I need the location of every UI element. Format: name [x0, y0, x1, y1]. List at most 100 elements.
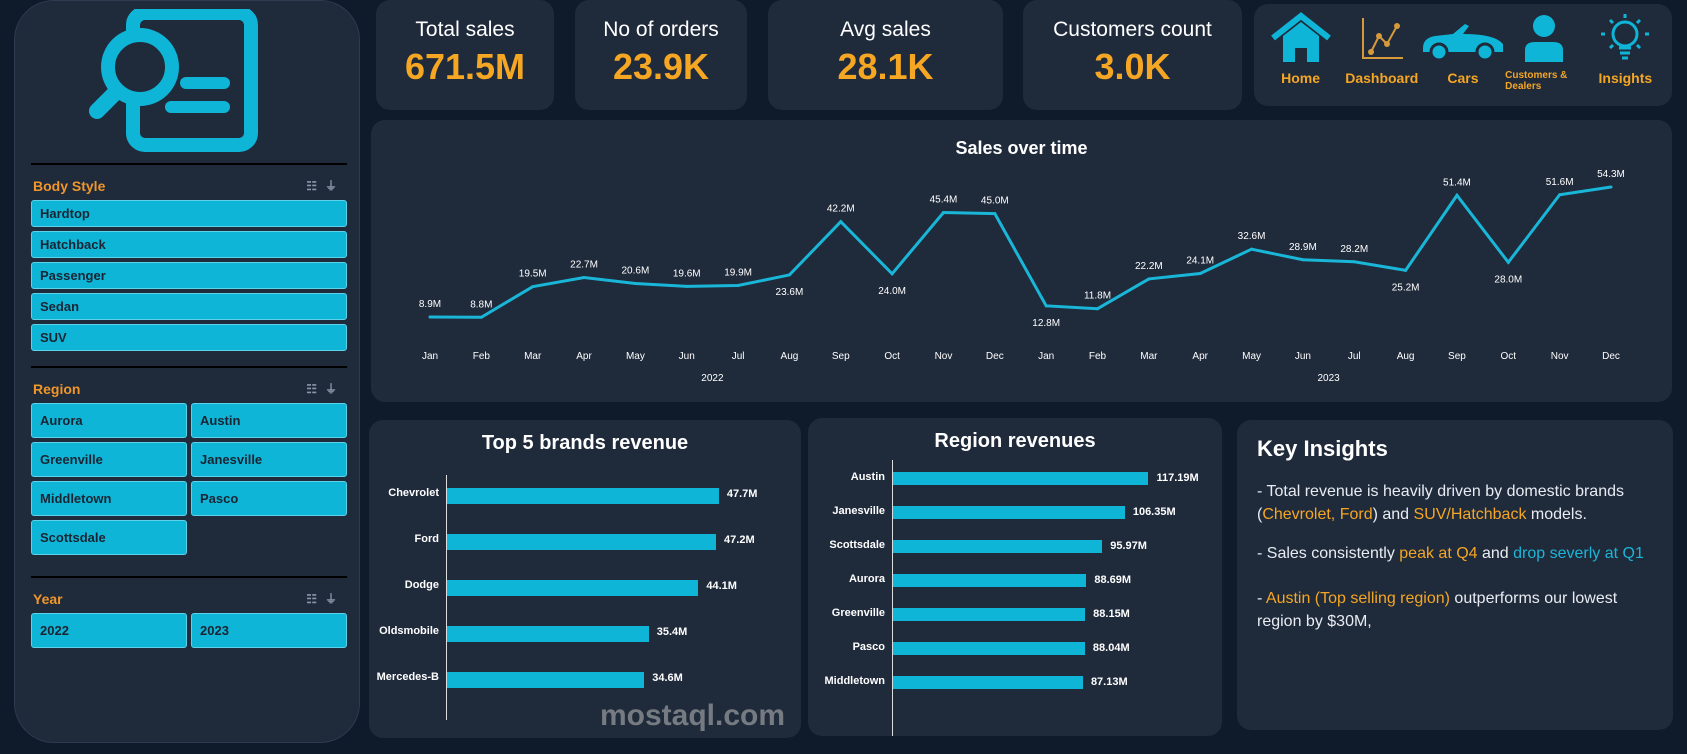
data-label: 8.8M — [470, 299, 492, 310]
x-tick-label: Jul — [1348, 351, 1361, 362]
data-label: 22.7M — [570, 260, 598, 271]
insight-1: - Total revenue is heavily driven by dom… — [1257, 483, 1624, 523]
x-tick-label: Aug — [1397, 351, 1415, 362]
filter-sidebar: Body Style ☷⏚ Hardtop Hatchback Passenger Se… — [14, 0, 360, 743]
filter-chip-scottsdale[interactable]: Scottsdale — [31, 520, 187, 555]
bar[interactable] — [447, 580, 699, 596]
x-tick-label: Feb — [473, 351, 491, 362]
bar-value-label: 35.4M — [656, 626, 688, 638]
data-label: 24.0M — [878, 286, 906, 297]
x-tick-label: Oct — [1501, 351, 1517, 362]
bar[interactable] — [447, 626, 649, 642]
x-tick-label: Mar — [524, 351, 542, 362]
bar[interactable] — [893, 540, 1103, 553]
nav-cars[interactable]: Cars — [1422, 12, 1503, 98]
data-label: 23.6M — [776, 287, 804, 298]
bar-value-label: 34.6M — [652, 672, 683, 684]
bar[interactable] — [893, 506, 1125, 519]
insights-title: Key Insights — [1257, 436, 1388, 461]
bar-value-label: 47.7M — [726, 488, 758, 500]
bar-value-label: 47.2M — [724, 534, 755, 546]
filter-chip-hardtop[interactable]: Hardtop — [31, 200, 347, 227]
x-tick-label: Nov — [935, 351, 953, 362]
region-revenues-chart: Region revenues Austin 117.19M Janesville 1… — [808, 418, 1222, 736]
data-point — [1301, 258, 1305, 262]
nav-label: Dashboard — [1345, 70, 1419, 86]
clear-filter-icon[interactable]: ⏚ — [324, 592, 345, 606]
kpi-label: Customers count — [1053, 18, 1212, 41]
bar-category-label: Mercedes-B — [376, 671, 439, 683]
data-label: 28.0M — [1494, 274, 1522, 285]
filter-chip-2023[interactable]: 2023 — [191, 613, 347, 648]
data-point — [890, 272, 894, 276]
slicer-title: Region — [33, 380, 81, 397]
bar[interactable] — [893, 676, 1083, 689]
key-insights-panel: Key Insights - Total revenue is heavily … — [1237, 420, 1673, 730]
bar[interactable] — [447, 488, 719, 504]
kpi-value: 3.0K — [1094, 46, 1171, 87]
nav-dashboard[interactable]: Dashboard — [1343, 12, 1421, 98]
filter-chip-suv[interactable]: SUV — [31, 324, 347, 351]
data-point — [1044, 304, 1048, 308]
filter-chip-hatchback[interactable]: Hatchback — [31, 231, 347, 258]
nav-label: Cars — [1447, 70, 1479, 86]
data-point — [1352, 260, 1356, 264]
bar[interactable] — [893, 574, 1087, 587]
nav-customers-dealers[interactable]: Customers & Dealers — [1505, 12, 1583, 98]
filter-chip-2022[interactable]: 2022 — [31, 613, 187, 648]
data-point — [941, 211, 945, 215]
filter-chip-sedan[interactable]: Sedan — [31, 293, 347, 320]
insight-2: - Sales consistently peak at Q4 and drop… — [1257, 545, 1644, 562]
nav-label: Insights — [1598, 70, 1653, 86]
year-slicer: Year ☷⏚ 2022 2023 — [31, 576, 347, 648]
multi-select-icon[interactable]: ☷ — [306, 179, 325, 193]
filter-chip-greenville[interactable]: Greenville — [31, 442, 187, 477]
filter-chip-passenger[interactable]: Passenger — [31, 262, 347, 289]
region-slicer: Region ☷⏚ Aurora Austin Greenville Janesvill… — [31, 366, 347, 555]
data-point — [1198, 272, 1202, 276]
clear-filter-icon[interactable]: ⏚ — [324, 179, 345, 193]
data-label: 28.9M — [1289, 242, 1317, 253]
chart-title: Top 5 brands revenue — [481, 432, 689, 454]
data-label: 11.8M — [1084, 291, 1111, 302]
data-label: 54.3M — [1597, 169, 1625, 180]
axis-line — [446, 475, 447, 720]
filter-chip-aurora[interactable]: Aurora — [31, 403, 187, 438]
data-label: 45.0M — [981, 196, 1009, 207]
nav-home[interactable]: Home — [1262, 12, 1340, 98]
bar-value-label: 106.35M — [1132, 506, 1176, 518]
sales-over-time-chart: Sales over time 8.9M Jan 8.8M Feb 19.5M Mar 22… — [371, 120, 1672, 402]
nav-bar: Home Dashboard Cars Customers & Dealers … — [1254, 4, 1672, 106]
watermark: mostaql.com — [600, 699, 786, 732]
bar[interactable] — [893, 608, 1086, 621]
multi-select-icon[interactable]: ☷ — [306, 592, 325, 606]
bar[interactable] — [447, 672, 645, 688]
filter-chip-middletown[interactable]: Middletown — [31, 481, 187, 516]
data-label: 19.5M — [519, 269, 547, 280]
kpi-total-sales: Total sales 671.5M — [376, 0, 554, 110]
bar[interactable] — [447, 534, 717, 550]
x-tick-label: Mar — [1140, 351, 1158, 362]
data-point — [582, 276, 586, 280]
bar-value-label: 95.97M — [1110, 540, 1147, 552]
bar-category-label: Aurora — [848, 573, 885, 585]
nav-insights[interactable]: Insights — [1586, 12, 1664, 98]
x-tick-label: Jan — [1038, 351, 1054, 362]
kpi-customers: Customers count 3.0K — [1023, 0, 1242, 110]
kpi-label: Total sales — [415, 18, 515, 41]
data-label: 51.4M — [1443, 177, 1471, 188]
x-tick-label: Apr — [1192, 351, 1208, 362]
data-label: 42.2M — [827, 204, 855, 215]
multi-select-icon[interactable]: ☷ — [306, 382, 325, 396]
filter-chip-pasco[interactable]: Pasco — [191, 481, 347, 516]
axis-line — [892, 460, 893, 736]
x-tick-label: Aug — [781, 351, 799, 362]
data-label: 22.2M — [1135, 261, 1163, 272]
bar[interactable] — [893, 642, 1085, 655]
filter-chip-austin[interactable]: Austin — [191, 403, 347, 438]
data-point — [633, 282, 637, 286]
filter-chip-janesville[interactable]: Janesville — [191, 442, 347, 477]
bar-value-label: 44.1M — [706, 580, 737, 592]
clear-filter-icon[interactable]: ⏚ — [324, 382, 345, 396]
bar[interactable] — [893, 472, 1149, 485]
